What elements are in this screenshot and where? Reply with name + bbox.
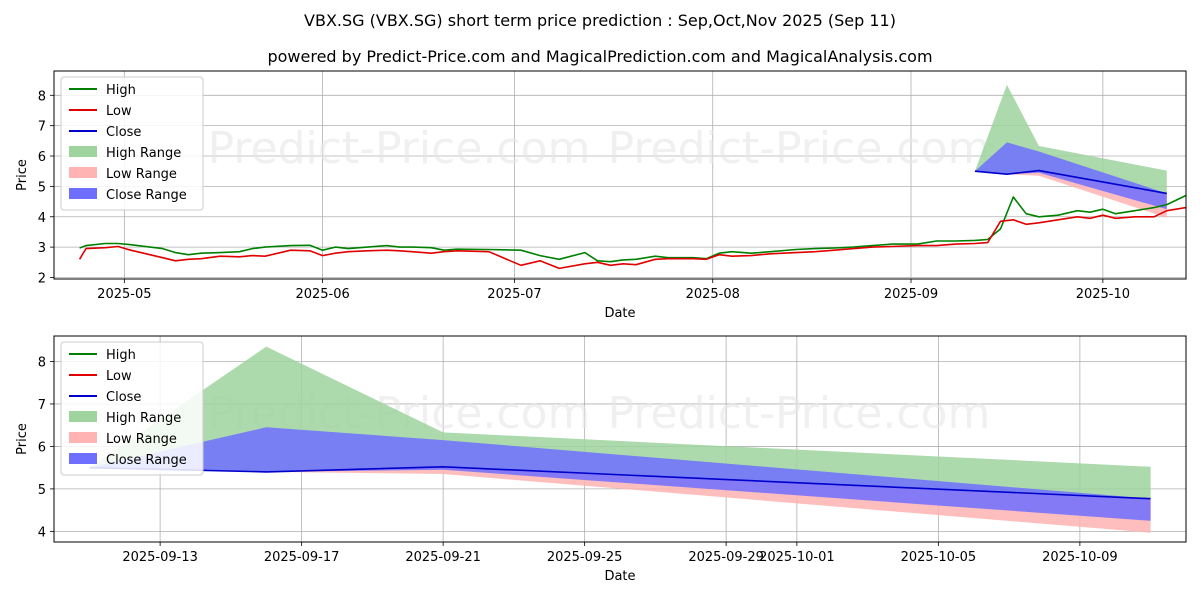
legend-item: Low (69, 369, 132, 384)
axes-frame (53, 335, 1187, 543)
x-tick-label: 2025-09-21 (405, 550, 481, 565)
legend-item: Low Range (69, 432, 177, 447)
y-axis-label: Price (15, 159, 30, 191)
axes-frame (53, 70, 1187, 280)
y-tick-label: 2 (38, 271, 46, 286)
plot-area (89, 346, 1151, 533)
y-tick-label: 7 (38, 398, 46, 413)
legend-label: Low (106, 104, 132, 119)
x-tick-label: 2025-06 (295, 287, 349, 302)
legend-item: High (69, 83, 136, 98)
x-tick-label: 2025-09 (884, 287, 938, 302)
legend-item: Close Range (69, 453, 187, 468)
legend-patch-swatch (69, 453, 97, 464)
y-tick-label: 7 (38, 120, 46, 135)
panel-1: 2025-05 2025-06 2025-07 2025-08 2025-09 2025-… (15, 70, 1187, 321)
legend-patch-swatch (69, 411, 97, 422)
watermark: Predict-Price.com (208, 123, 591, 174)
legend-label: Close Range (106, 453, 187, 468)
x-tick-label: 2025-10-09 (1042, 550, 1118, 565)
legend-item: Close Range (69, 188, 187, 203)
legend-item: High Range (69, 411, 181, 426)
legend-patch-swatch (69, 432, 97, 443)
legend-patch-swatch (69, 188, 97, 199)
legend-item: Low (69, 104, 132, 119)
watermark: Predict-Price.com (608, 123, 991, 174)
y-tick-label: 6 (38, 440, 46, 455)
legend-label: High (106, 83, 136, 98)
legend-label: Close (106, 390, 141, 405)
legend-item: Low Range (69, 167, 177, 182)
y-tick-label: 3 (38, 241, 46, 256)
legend-item: Close (69, 390, 141, 405)
plot-area (78, 84, 1186, 270)
legend-item: High Range (69, 146, 181, 161)
x-axis-label: Date (604, 569, 635, 584)
chart-title: VBX.SG (VBX.SG) short term price predict… (304, 11, 896, 30)
y-tick-label: 8 (38, 89, 46, 104)
legend-label: Low (106, 369, 132, 384)
y-axis-label: Price (15, 423, 30, 455)
watermark: Predict-Price.com (608, 388, 991, 439)
x-tick-label: 2025-09-13 (122, 550, 198, 565)
x-tick-label: 2025-05 (97, 287, 151, 302)
x-axis-label: Date (604, 306, 635, 321)
legend-item: High (69, 348, 136, 363)
x-tick-label: 2025-09-17 (264, 550, 340, 565)
y-tick-label: 4 (38, 525, 46, 540)
y-tick-label: 6 (38, 150, 46, 165)
legend-label: High Range (106, 411, 181, 426)
y-tick-label: 4 (38, 211, 46, 226)
legend-label: High (106, 348, 136, 363)
legend-patch-swatch (69, 146, 97, 157)
legend-label: High Range (106, 146, 181, 161)
panel-2: 2025-09-13 2025-09-17 2025-09-21 2025-09-25… (15, 335, 1187, 584)
y-tick-label: 8 (38, 355, 46, 370)
legend-label: Close (106, 125, 141, 140)
legend-label: Low Range (106, 432, 177, 447)
x-tick-label: 2025-10 (1076, 287, 1130, 302)
legend-patch-swatch (69, 167, 97, 178)
x-tick-label: 2025-08 (686, 287, 740, 302)
low-line (78, 206, 1186, 270)
y-tick-label: 5 (38, 180, 46, 195)
chart-subtitle: powered by Predict-Price.com and Magical… (267, 47, 932, 66)
legend-item: Close (69, 125, 141, 140)
legend: High Low Close High Range Low Range Close Ran… (60, 341, 204, 476)
x-tick-label: 2025-10-05 (901, 550, 977, 565)
legend-label: Close Range (106, 188, 187, 203)
close-line (974, 169, 1167, 195)
x-tick-label: 2025-10-01 (759, 550, 835, 565)
high-line (79, 194, 1186, 263)
y-tick-label: 5 (38, 483, 46, 498)
legend-label: Low Range (106, 167, 177, 182)
x-tick-label: 2025-09-25 (547, 550, 623, 565)
x-tick-label: 2025-09-29 (688, 550, 764, 565)
x-tick-label: 2025-07 (487, 287, 541, 302)
legend: High Low Close High Range Low Range Close Ran… (60, 76, 204, 211)
